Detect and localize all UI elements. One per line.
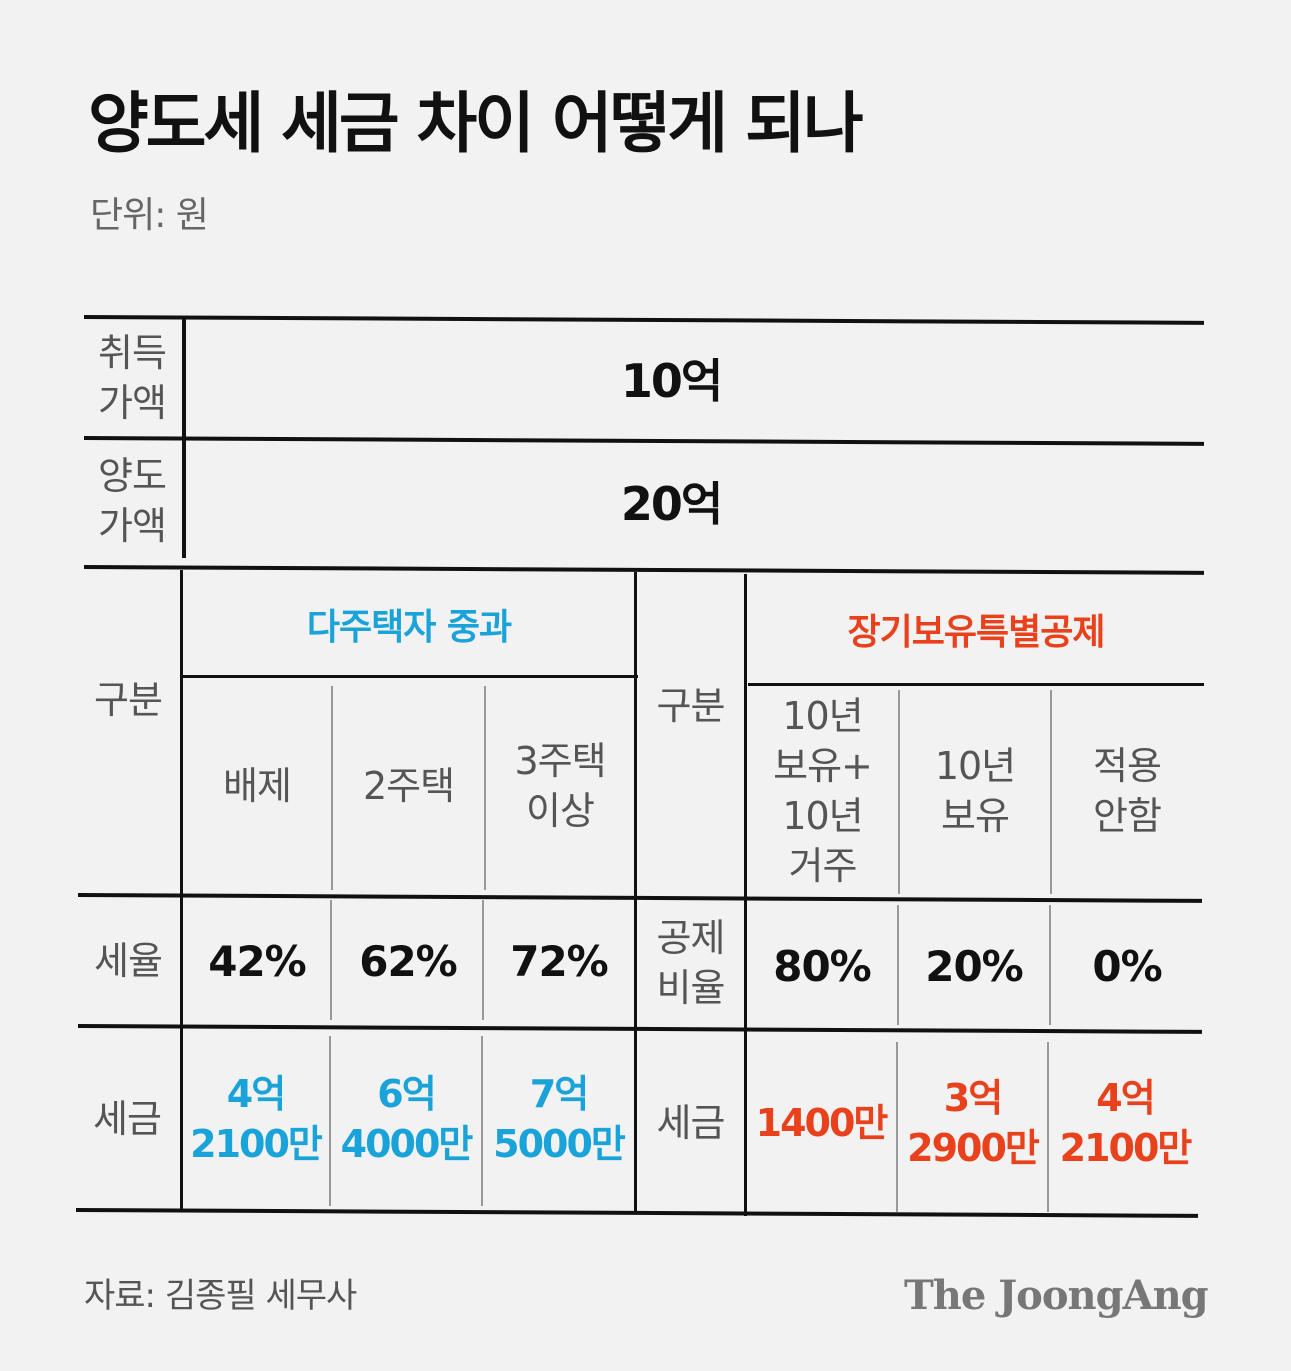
rate-value: 42% — [208, 936, 307, 986]
column-divider — [898, 690, 900, 894]
deduction-rate-value: 0% — [1092, 941, 1162, 991]
rate-value: 72% — [510, 936, 609, 986]
row-divider — [182, 675, 638, 678]
tax-value: 3억 2900만 — [907, 1076, 1040, 1170]
column-divider — [744, 574, 747, 1216]
deduction-rate-value: 20% — [925, 941, 1024, 991]
category-label-right: 구분 — [656, 684, 726, 728]
deduction-rate-label: 공제 비율 — [656, 916, 726, 1010]
tax-label: 세금 — [656, 1101, 726, 1145]
long-term-header: 장기보유특별공제 — [847, 612, 1106, 653]
multi-home-header: 다주택자 중과 — [306, 607, 512, 648]
brand-logo: The JoongAng — [904, 1272, 1209, 1319]
column-divider — [1047, 1042, 1049, 1212]
column-divider — [182, 318, 186, 558]
rate-label: 세율 — [94, 939, 163, 983]
right-column-header: 적용 안함 — [1093, 744, 1162, 838]
right-column-header: 10년 보유 — [934, 744, 1016, 838]
column-divider — [1049, 905, 1051, 1025]
rate-value: 62% — [359, 936, 458, 986]
transfer-value: 20억 — [620, 477, 723, 531]
column-divider — [329, 1036, 331, 1206]
tax-value: 1400만 — [755, 1101, 889, 1145]
deduction-rate-value: 80% — [773, 941, 872, 991]
tax-value: 7억 5000만 — [493, 1072, 626, 1166]
tax-value: 4억 2100만 — [190, 1072, 323, 1166]
right-column-header: 10년 보유+ 10년 거주 — [773, 694, 873, 888]
page-title: 양도세 세금 차이 어떻게 되나 — [88, 85, 864, 162]
transfer-label: 양도 가액 — [98, 454, 167, 548]
column-divider — [896, 1042, 898, 1212]
column-divider — [180, 570, 183, 1210]
column-divider — [330, 900, 332, 1020]
row-divider — [748, 683, 1204, 686]
tax-label: 세금 — [93, 1097, 162, 1141]
unit-label: 단위: 원 — [90, 195, 209, 236]
left-column-header: 2주택 — [362, 764, 455, 808]
left-column-header: 3주택 이상 — [514, 739, 606, 833]
column-divider — [482, 900, 484, 1020]
left-column-header: 배제 — [223, 764, 292, 808]
column-divider — [1050, 690, 1052, 894]
column-divider — [331, 686, 333, 890]
column-divider — [897, 905, 899, 1025]
category-label-left: 구분 — [94, 678, 163, 722]
acquisition-label: 취득 가액 — [98, 331, 167, 425]
tax-value: 4억 2100만 — [1059, 1076, 1193, 1170]
source-credit: 자료: 김종필 세무사 — [84, 1276, 357, 1316]
column-divider — [481, 1036, 483, 1206]
tax-value: 6억 4000만 — [340, 1072, 474, 1166]
column-divider — [484, 686, 486, 890]
column-divider — [634, 572, 637, 1214]
acquisition-value: 10억 — [620, 354, 723, 408]
